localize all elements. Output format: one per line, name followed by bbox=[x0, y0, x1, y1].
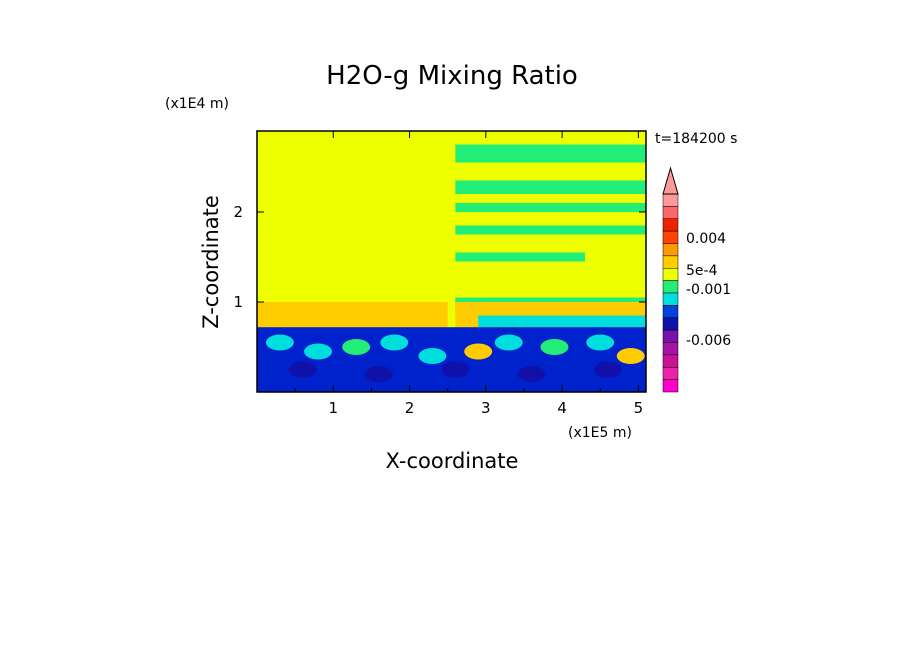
x-tick-label: 1 bbox=[329, 399, 339, 417]
colorbar-label: 0.004 bbox=[686, 231, 726, 247]
x-tick-label: 3 bbox=[481, 399, 491, 417]
y-axis-label: Z-coordinate bbox=[199, 195, 223, 329]
time-label: t=184200 s bbox=[655, 131, 737, 147]
colorbar-swatch bbox=[662, 193, 679, 207]
colorbar-label: -0.001 bbox=[686, 282, 731, 298]
green-streak bbox=[455, 203, 646, 212]
contour-patch bbox=[540, 339, 569, 355]
colorbar-swatch bbox=[662, 206, 679, 219]
colorbar-swatch bbox=[662, 292, 679, 306]
contour-patch bbox=[418, 348, 447, 364]
colorbar-swatch bbox=[662, 317, 679, 331]
x-axis-label: X-coordinate bbox=[386, 449, 519, 473]
y-tick-label: 2 bbox=[233, 203, 243, 221]
contour-patch bbox=[265, 334, 294, 351]
contour-patch bbox=[586, 334, 615, 351]
colorbar-swatch bbox=[662, 243, 679, 257]
contour-patch bbox=[365, 366, 394, 382]
colorbar-swatch bbox=[662, 255, 679, 269]
contour-patch bbox=[593, 361, 622, 378]
x-scale-label: (x1E5 m) bbox=[568, 425, 632, 441]
colorbar-swatch bbox=[662, 268, 679, 281]
y-tick-label: 1 bbox=[233, 293, 243, 311]
colorbar-swatch bbox=[662, 230, 679, 244]
y-scale-label: (x1E4 m) bbox=[165, 96, 229, 112]
plot-area: 1 2 3 4 5 1 2 bbox=[233, 130, 647, 417]
boundary-layer bbox=[257, 327, 646, 392]
contour-patch bbox=[441, 361, 470, 378]
orange-band bbox=[257, 302, 448, 328]
colorbar-label: -0.006 bbox=[686, 333, 731, 349]
green-streak bbox=[455, 252, 585, 262]
cyan-band bbox=[478, 315, 646, 328]
colorbar-swatch bbox=[662, 329, 679, 343]
colorbar-swatch bbox=[662, 280, 679, 294]
x-tick-label: 2 bbox=[405, 399, 415, 417]
contour-patch bbox=[494, 334, 523, 351]
x-tick-label: 5 bbox=[634, 399, 644, 417]
colorbar-swatch bbox=[662, 342, 679, 356]
green-streak bbox=[455, 180, 646, 194]
contour-patch bbox=[464, 343, 493, 360]
x-tick-label: 4 bbox=[557, 399, 567, 417]
colorbar-swatch bbox=[662, 218, 679, 232]
colorbar-extension bbox=[662, 166, 679, 195]
colorbar-swatch bbox=[662, 305, 679, 318]
green-streak bbox=[455, 225, 646, 235]
contour-patch bbox=[304, 343, 333, 360]
colorbar-swatch bbox=[662, 367, 679, 380]
contour-patch bbox=[517, 366, 546, 382]
contour-patch bbox=[288, 361, 317, 378]
colorbar-swatch bbox=[662, 354, 679, 368]
colorbar: 0.004 5e-4 -0.001 -0.006 bbox=[662, 166, 731, 393]
colorbar-label: 5e-4 bbox=[686, 263, 718, 279]
contour-patch bbox=[380, 334, 409, 351]
colorbar-swatch bbox=[662, 379, 679, 393]
chart-title: H2O-g Mixing Ratio bbox=[326, 61, 578, 91]
contour-patch bbox=[616, 348, 645, 364]
contour-patch bbox=[342, 339, 371, 355]
green-streak bbox=[455, 144, 646, 163]
plot-frame bbox=[256, 130, 647, 393]
